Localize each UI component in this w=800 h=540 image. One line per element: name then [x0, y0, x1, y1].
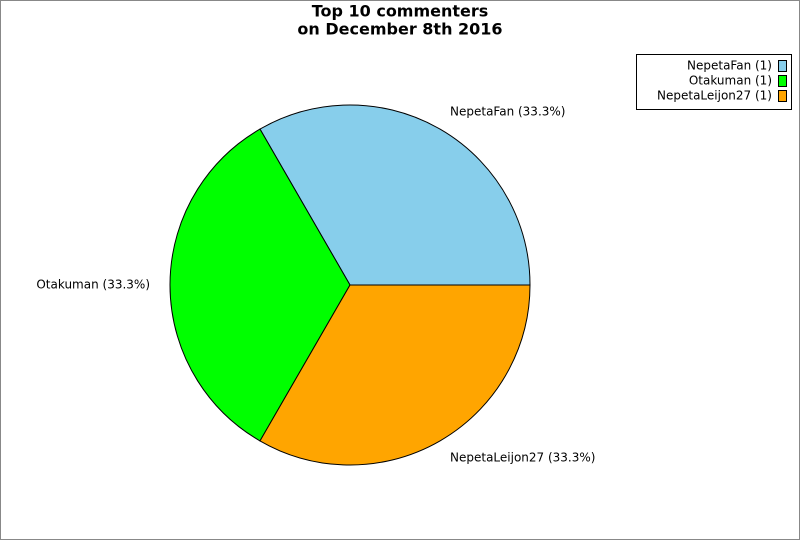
chart-title: Top 10 commenters [312, 2, 489, 21]
pie-slice [259, 104, 531, 286]
legend-swatch [778, 90, 787, 102]
legend-box [636, 54, 792, 110]
legend-swatch [778, 75, 787, 87]
legend-label: NepetaFan (1) [687, 59, 772, 73]
slice-label: NepetaFan (33.3%) [450, 104, 565, 118]
chart-title: on December 8th 2016 [297, 20, 502, 39]
legend-label: Otakuman (1) [689, 74, 772, 88]
slice-label: NepetaLeijon27 (33.3%) [450, 451, 595, 465]
pie-slice [259, 284, 531, 466]
legend-label: NepetaLeijon27 (1) [657, 89, 772, 103]
slice-label: Otakuman (33.3%) [36, 278, 150, 292]
legend-swatch [778, 60, 787, 72]
